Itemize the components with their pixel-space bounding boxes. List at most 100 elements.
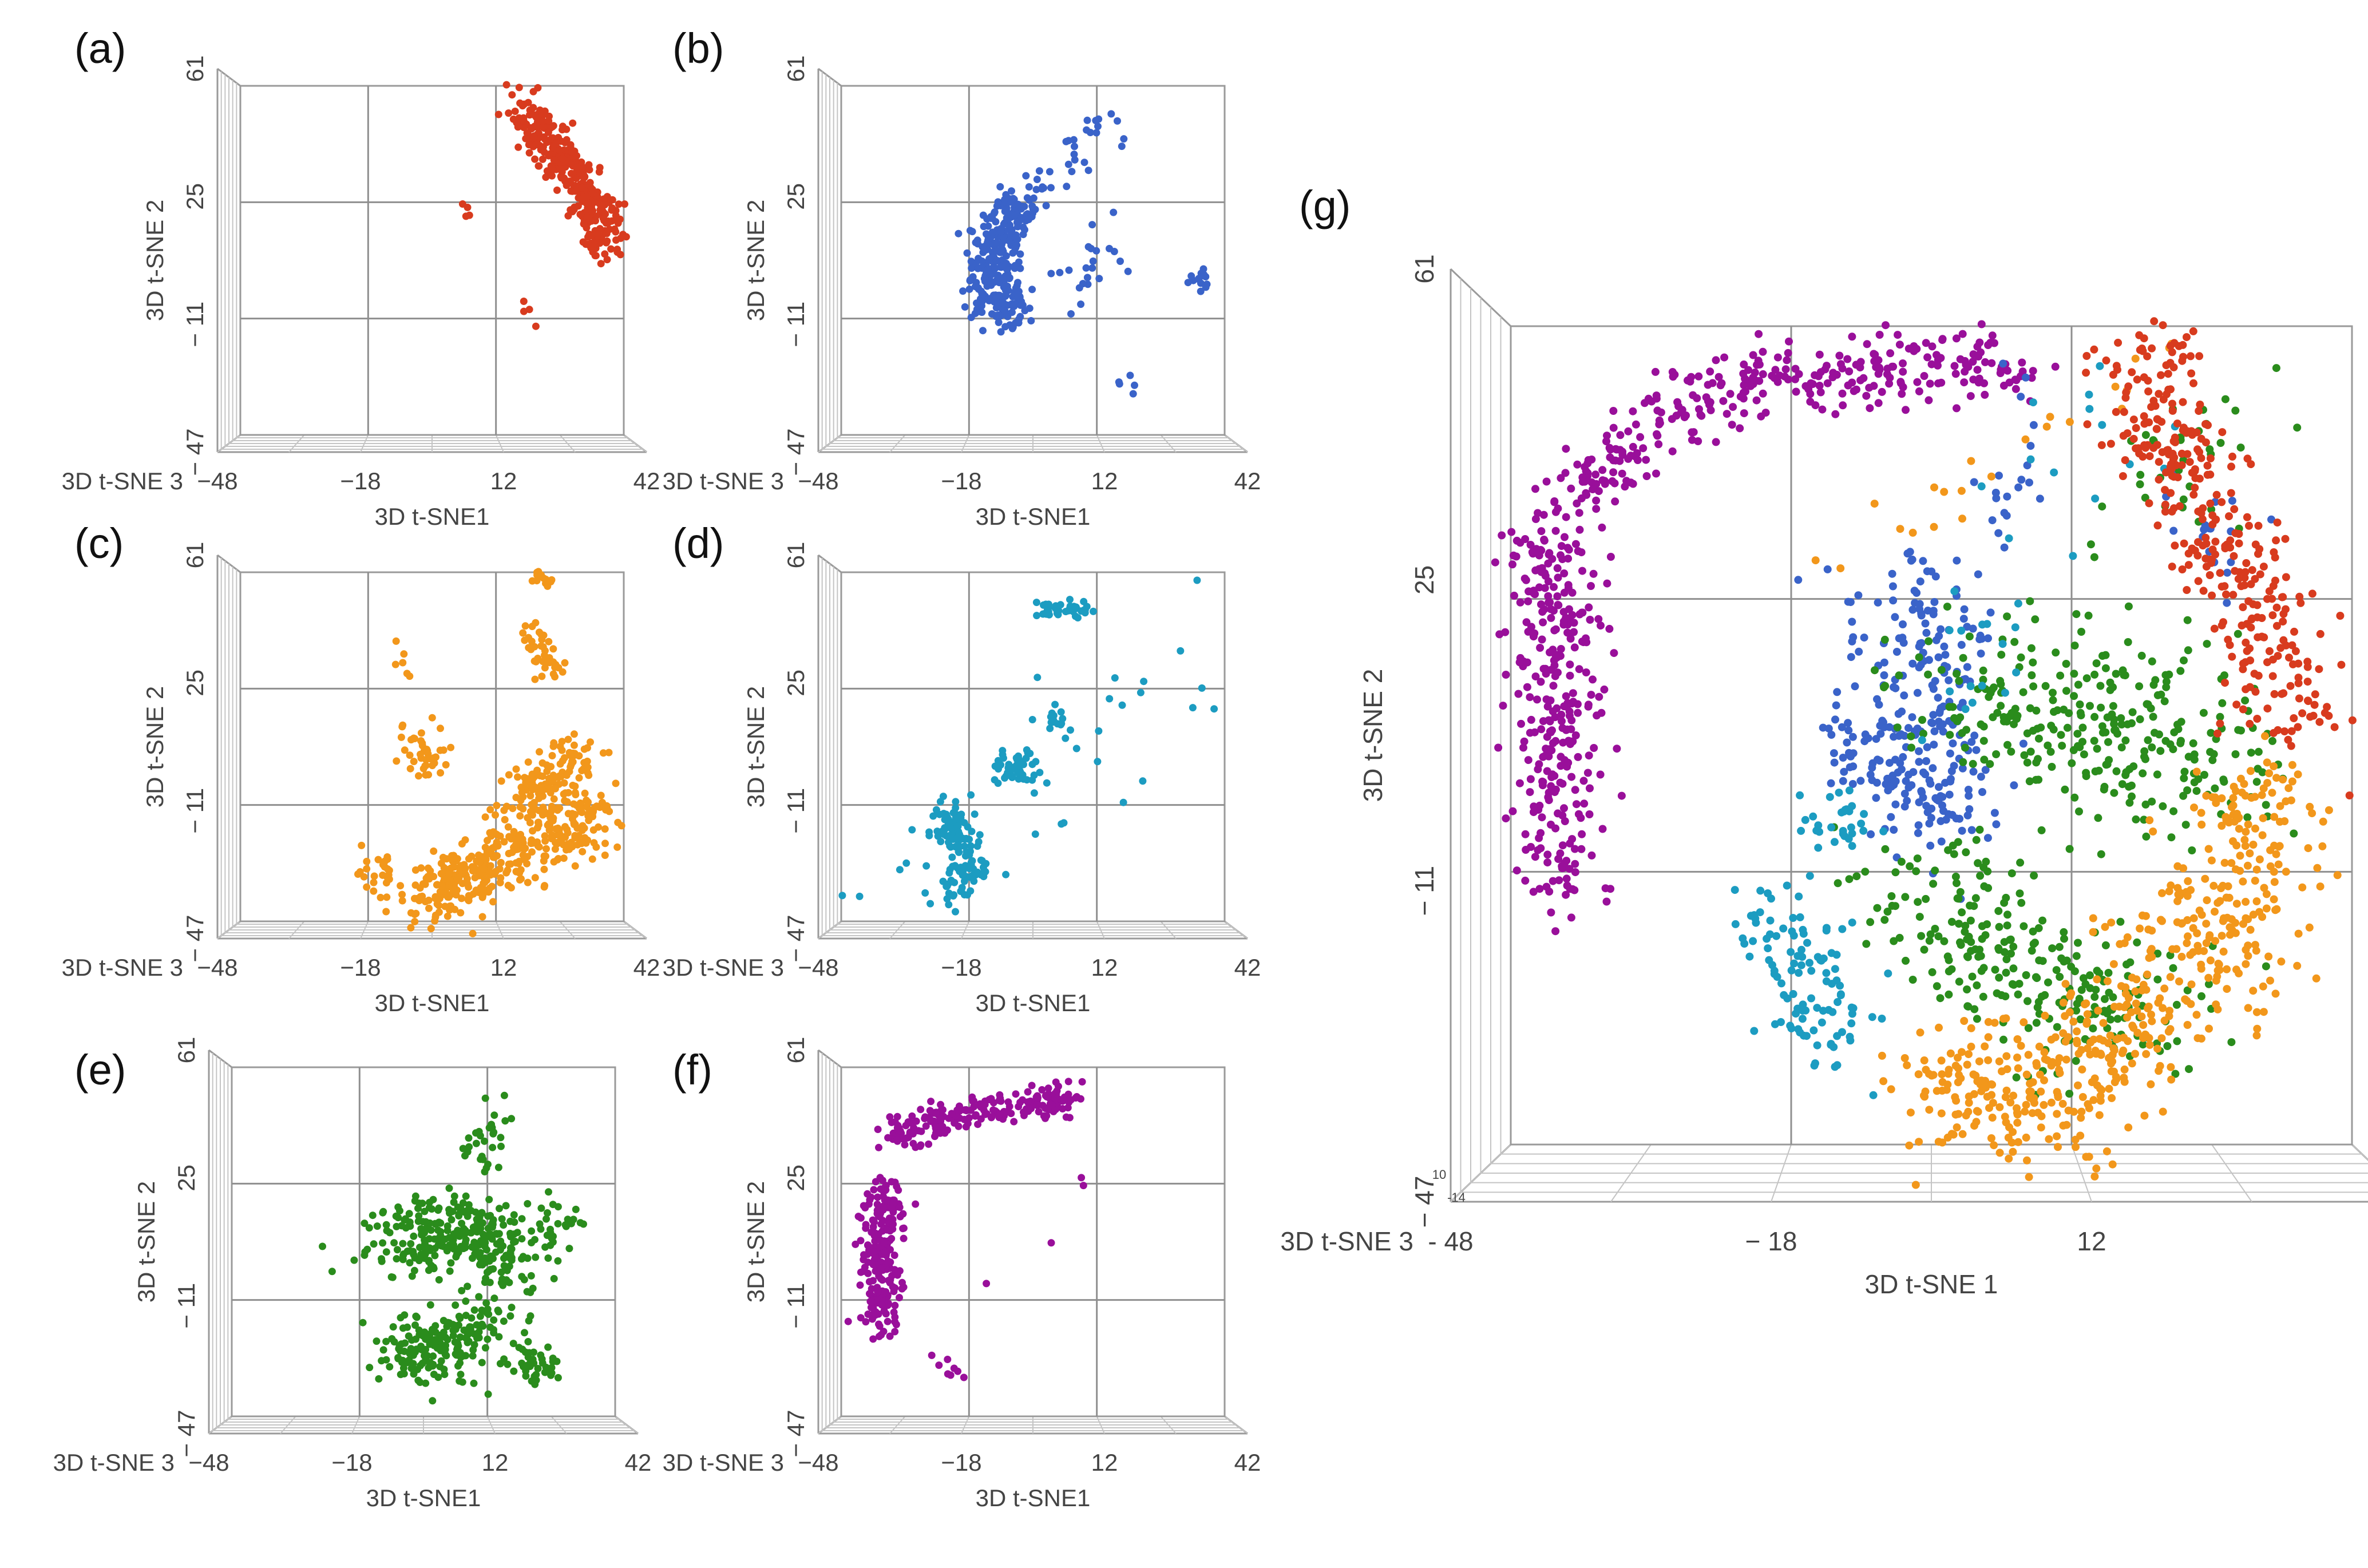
data-point: [2261, 732, 2269, 741]
data-point: [2072, 1143, 2080, 1151]
data-point: [519, 805, 527, 813]
data-point: [2180, 767, 2189, 776]
data-point: [1629, 442, 1637, 451]
data-point: [561, 659, 569, 667]
data-point: [865, 1278, 873, 1286]
data-point: [2073, 1036, 2081, 1045]
data-point: [2205, 1024, 2213, 1033]
data-point: [1088, 221, 1096, 229]
data-point: [430, 873, 438, 881]
data-point: [608, 206, 616, 214]
data-point: [525, 1317, 533, 1325]
data-point: [1908, 528, 1917, 537]
data-point: [1880, 658, 1888, 667]
data-point: [2145, 1040, 2154, 1049]
data-point: [2070, 642, 2079, 650]
data-point: [544, 1254, 552, 1262]
data-point: [973, 236, 981, 244]
data-point: [511, 108, 519, 115]
y-axis-label: 3D t-SNE 2: [742, 1181, 769, 1302]
data-point: [1028, 716, 1036, 723]
data-point: [1792, 387, 1800, 396]
data-point: [2265, 769, 2274, 778]
data-point: [1031, 830, 1039, 838]
data-point: [445, 1184, 453, 1192]
data-point: [1072, 745, 1080, 753]
data-point: [390, 1239, 398, 1247]
data-point: [1981, 358, 1989, 366]
data-point: [2169, 964, 2177, 972]
data-point: [1602, 897, 1611, 906]
data-point: [2014, 483, 2023, 492]
data-point: [1706, 367, 1714, 376]
data-point: [1110, 208, 1118, 216]
data-point: [1537, 600, 1545, 609]
data-point: [1935, 783, 1943, 791]
data-point: [1016, 1098, 1024, 1106]
data-point: [1582, 490, 1591, 499]
data-point: [557, 773, 565, 781]
data-point: [1761, 409, 1770, 417]
plot-frame: [1510, 325, 2353, 1146]
data-point: [1995, 922, 2003, 931]
data-point: [595, 823, 602, 831]
data-point: [2159, 1107, 2167, 1116]
data-point: [2062, 687, 2070, 695]
data-point: [497, 1142, 505, 1150]
data-point: [1874, 598, 1882, 607]
data-point: [518, 1273, 526, 1281]
x-tick-label: 42: [1234, 1449, 1261, 1476]
data-point: [1198, 684, 1206, 692]
data-point: [2057, 731, 2065, 739]
data-point: [1949, 841, 1957, 850]
data-point: [1537, 568, 1546, 576]
data-point: [1582, 634, 1590, 643]
data-point: [2052, 966, 2061, 975]
data-point: [977, 1115, 985, 1123]
data-point: [1000, 754, 1007, 762]
data-point: [900, 1234, 908, 1242]
data-point: [1558, 841, 1567, 850]
data-point: [1934, 379, 1942, 387]
data-point: [2112, 670, 2120, 678]
data-point: [2270, 895, 2278, 904]
data-point: [1114, 117, 1121, 125]
data-point: [422, 1379, 430, 1387]
data-point: [1823, 565, 1832, 573]
data-point: [1945, 1066, 1953, 1074]
data-point: [2070, 1107, 2078, 1116]
data-point: [2246, 849, 2254, 858]
data-point: [1016, 264, 1024, 272]
data-point: [869, 1248, 877, 1256]
data-point: [534, 655, 542, 662]
data-point: [2305, 923, 2314, 932]
data-point: [1974, 570, 1982, 579]
data-point: [588, 207, 596, 215]
data-point: [410, 1232, 418, 1240]
data-point: [1013, 290, 1021, 298]
data-point: [978, 308, 986, 316]
data-point: [2003, 612, 2011, 621]
data-point: [486, 1323, 494, 1331]
data-point: [1512, 866, 1521, 875]
data-point: [496, 865, 504, 873]
z-axis-label: 3D t-SNE 3: [663, 1449, 784, 1476]
data-point: [1924, 670, 1933, 679]
data-point: [2204, 973, 2213, 982]
data-point: [500, 1317, 508, 1325]
data-point: [571, 831, 579, 840]
data-point: [2145, 816, 2154, 825]
data-point: [968, 827, 976, 836]
data-point: [1750, 375, 1759, 383]
data-point: [2105, 988, 2113, 997]
data-point: [502, 1276, 510, 1284]
data-point: [2318, 842, 2327, 850]
data-point: [458, 840, 466, 848]
data-point: [589, 807, 597, 815]
data-point: [1536, 644, 1545, 652]
data-point: [433, 881, 441, 889]
data-point: [1694, 372, 1703, 381]
data-point: [1073, 1093, 1081, 1100]
data-point: [1945, 956, 1953, 964]
